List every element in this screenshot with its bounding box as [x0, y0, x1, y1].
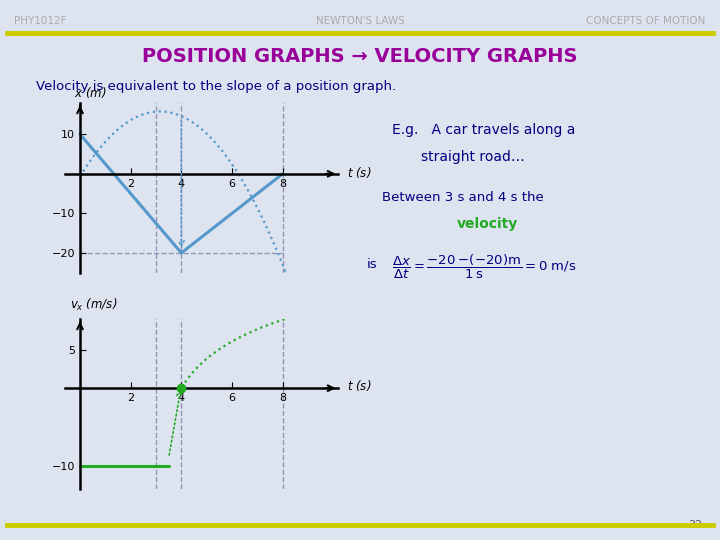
- Text: E.g.   A car travels along a: E.g. A car travels along a: [392, 123, 576, 137]
- Text: velocity: velocity: [457, 217, 518, 231]
- Text: Velocity is equivalent to the slope of a position graph.: Velocity is equivalent to the slope of a…: [36, 80, 396, 93]
- Text: $x$ (m): $x$ (m): [73, 85, 106, 100]
- Text: $t$ (s): $t$ (s): [347, 165, 372, 180]
- Text: PHY1012F: PHY1012F: [14, 16, 67, 25]
- Text: POSITION GRAPHS → VELOCITY GRAPHS: POSITION GRAPHS → VELOCITY GRAPHS: [143, 47, 577, 66]
- Text: $v_x$ (m/s): $v_x$ (m/s): [70, 298, 117, 313]
- Text: CONCEPTS OF MOTION: CONCEPTS OF MOTION: [586, 16, 706, 25]
- Text: NEWTON'S LAWS: NEWTON'S LAWS: [315, 16, 405, 25]
- Text: is: is: [367, 258, 378, 271]
- Text: straight road…: straight road…: [421, 150, 525, 164]
- Text: Between 3 s and 4 s the: Between 3 s and 4 s the: [382, 191, 544, 204]
- Text: $\dfrac{\Delta x}{\Delta t} = \dfrac{-20 - \!\left(-20\right)\mathrm{m}}{1\,\mat: $\dfrac{\Delta x}{\Delta t} = \dfrac{-20…: [392, 253, 577, 281]
- Text: 32: 32: [688, 520, 702, 530]
- Text: $t$ (s): $t$ (s): [347, 379, 372, 393]
